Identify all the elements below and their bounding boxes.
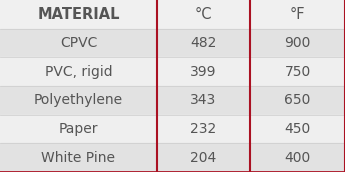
Text: 343: 343 <box>190 93 217 107</box>
Text: °F: °F <box>290 7 305 22</box>
Text: °C: °C <box>195 7 212 22</box>
Text: 900: 900 <box>284 36 311 50</box>
Text: 232: 232 <box>190 122 217 136</box>
Text: Polyethylene: Polyethylene <box>34 93 123 107</box>
Bar <box>0 57 345 86</box>
Text: MATERIAL: MATERIAL <box>37 7 120 22</box>
Bar <box>0 143 345 172</box>
Bar <box>0 86 345 115</box>
Text: 204: 204 <box>190 151 217 165</box>
Text: White Pine: White Pine <box>41 151 116 165</box>
Bar <box>0 29 345 57</box>
Text: 450: 450 <box>284 122 311 136</box>
Bar <box>0 115 345 143</box>
Text: 399: 399 <box>190 65 217 79</box>
Bar <box>0 0 345 29</box>
Text: 482: 482 <box>190 36 217 50</box>
Text: Paper: Paper <box>59 122 98 136</box>
Text: 750: 750 <box>284 65 311 79</box>
Text: CPVC: CPVC <box>60 36 97 50</box>
Text: PVC, rigid: PVC, rigid <box>45 65 112 79</box>
Text: 400: 400 <box>284 151 311 165</box>
Text: 650: 650 <box>284 93 311 107</box>
